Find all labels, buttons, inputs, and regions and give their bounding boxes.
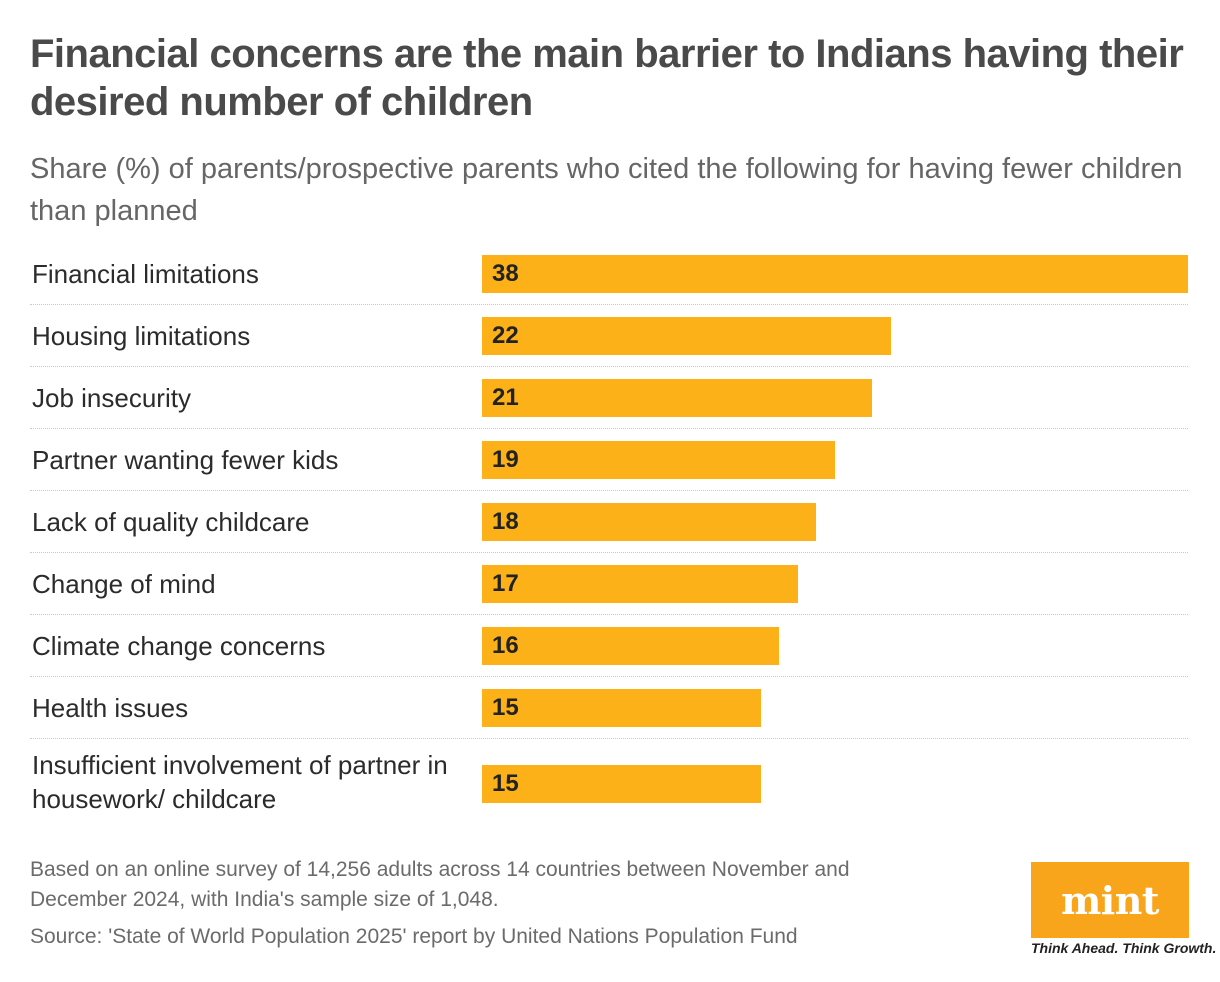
bar-value-label: 22 bbox=[492, 322, 519, 349]
bar bbox=[482, 379, 872, 417]
bar bbox=[482, 689, 761, 727]
logo-tagline: Think Ahead. Think Growth. bbox=[1031, 940, 1217, 956]
bar-value-label: 38 bbox=[492, 260, 519, 287]
row-divider bbox=[30, 304, 1188, 305]
category-label: Job insecurity bbox=[32, 383, 191, 413]
row-divider bbox=[30, 738, 1188, 739]
category-label: Climate change concerns bbox=[32, 631, 326, 661]
bar-value-label: 16 bbox=[492, 632, 519, 659]
row-divider bbox=[30, 490, 1188, 491]
chart-subtitle: Share (%) of parents/prospective parents… bbox=[30, 153, 1183, 227]
source-note: Source: 'State of World Population 2025'… bbox=[30, 925, 798, 948]
bar-value-label: 21 bbox=[492, 384, 519, 411]
row-divider bbox=[30, 366, 1188, 367]
chart-title: Financial concerns are the main barrier … bbox=[30, 32, 1184, 124]
row-divider bbox=[30, 676, 1188, 677]
category-label: Housing limitations bbox=[32, 321, 251, 351]
bar-value-label: 18 bbox=[492, 508, 519, 535]
category-label: Partner wanting fewer kids bbox=[32, 445, 339, 475]
category-label: Lack of quality childcare bbox=[32, 507, 310, 537]
bar bbox=[482, 627, 779, 665]
bar-value-label: 15 bbox=[492, 694, 519, 721]
bar bbox=[482, 255, 1188, 293]
category-label: Change of mind bbox=[32, 569, 216, 599]
bar bbox=[482, 503, 816, 541]
row-divider bbox=[30, 614, 1188, 615]
bar bbox=[482, 765, 761, 803]
row-divider bbox=[30, 552, 1188, 553]
bar bbox=[482, 317, 891, 355]
category-label: Insufficient involvement of partner in h… bbox=[32, 750, 448, 814]
bar bbox=[482, 441, 835, 479]
logo-text: mint bbox=[1061, 877, 1159, 923]
category-label: Health issues bbox=[32, 693, 189, 723]
survey-note: Based on an online survey of 14,256 adul… bbox=[30, 858, 850, 911]
category-label: Financial limitations bbox=[32, 259, 259, 289]
row-divider bbox=[30, 428, 1188, 429]
bar bbox=[482, 565, 798, 603]
mint-logo: mint bbox=[1031, 862, 1189, 938]
bar-value-label: 15 bbox=[492, 770, 519, 797]
bar-value-label: 19 bbox=[492, 446, 519, 473]
bar-value-label: 17 bbox=[492, 570, 519, 597]
